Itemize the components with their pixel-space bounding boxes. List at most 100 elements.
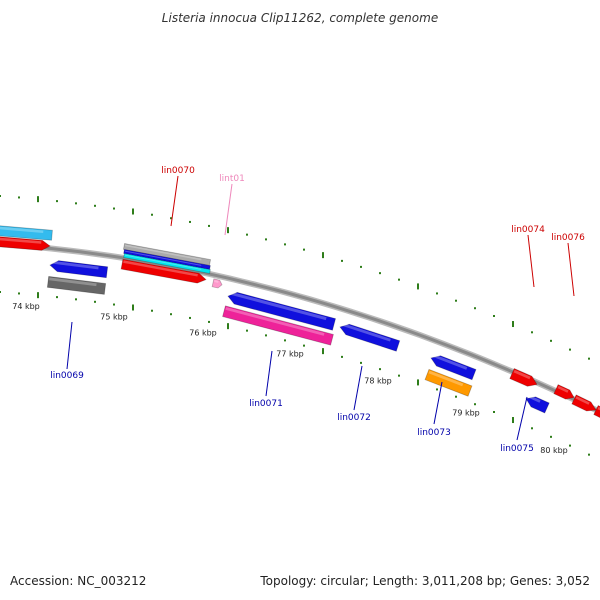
tick-mark-bottom xyxy=(436,388,438,391)
gene-label-leader xyxy=(170,175,179,227)
gene-label-leader xyxy=(567,242,575,297)
gene-lin0069-outline xyxy=(49,260,109,279)
gene-lin0075-fwd-shine xyxy=(557,385,569,393)
gene-lin0073-orange-outline xyxy=(424,368,473,397)
gene-lin0072-shine xyxy=(341,323,391,342)
gene-lin0068-cyan xyxy=(0,224,53,241)
gene-label: lin0076 xyxy=(551,233,585,243)
gene-label-leader xyxy=(353,365,363,411)
gene-lin0075-fwd xyxy=(553,384,575,400)
tick-mark-bottom xyxy=(56,296,58,299)
gene-lin0069-body xyxy=(49,260,108,278)
gene-lin0074-body xyxy=(509,368,538,387)
gene-lin0075 xyxy=(525,394,550,414)
tick-mark-bottom xyxy=(18,292,20,295)
tick-mark-top xyxy=(56,200,58,203)
gene-lin0068-cyan-outline xyxy=(0,224,53,241)
tick-mark-top xyxy=(512,321,514,328)
gene-lin0071 xyxy=(227,291,337,331)
tick-mark-bottom xyxy=(512,417,514,424)
gene-features xyxy=(0,224,600,419)
genome-summary-text: Topology: circular; Length: 3,011,208 bp… xyxy=(260,574,590,588)
gene-lin0076 xyxy=(571,394,597,412)
tick-mark-top xyxy=(436,292,438,295)
gene-lint01-shine xyxy=(214,280,219,283)
tick-mark-top xyxy=(94,204,96,207)
gene-lin0068-red-body xyxy=(0,235,51,251)
tick-mark-top xyxy=(417,283,419,290)
gene-labels: 74 kbp 75 kbp 76 kbp 77 kbp 78 kbp 79 kbp 80 k… xyxy=(12,166,585,455)
kbp-label: 78 kbp xyxy=(364,377,392,386)
gene-lin0070-blue-band-body xyxy=(123,249,211,270)
tick-mark-top xyxy=(303,248,305,251)
gene-lin0069-gray-outline xyxy=(46,275,107,295)
tick-mark-bottom xyxy=(360,361,362,364)
gene-lin0070-gray-band-body xyxy=(123,243,211,266)
kbp-label: 77 kbp xyxy=(276,350,304,359)
gene-lin0074-shine xyxy=(513,369,531,380)
gene-label-leader xyxy=(516,396,528,441)
tick-mark-bottom xyxy=(37,292,39,299)
gene-lin0073-orange-shine xyxy=(428,370,464,387)
tick-mark-top xyxy=(132,208,134,215)
backbone-line xyxy=(0,242,600,414)
tick-mark-bottom xyxy=(303,344,305,347)
gene-label: lin0072 xyxy=(337,413,371,423)
gene-lin0071-pink-body xyxy=(222,305,334,346)
gene-label: lin0075 xyxy=(500,444,534,454)
gene-lin0071-body xyxy=(227,292,336,331)
gene-lin0077-outline xyxy=(593,405,600,419)
gene-lin0077-shine xyxy=(597,406,600,412)
gene-lin0076-body xyxy=(571,394,596,412)
tick-mark-top xyxy=(0,195,1,197)
tick-mark-bottom xyxy=(94,300,96,303)
gene-lin0070-cyan-band-outline xyxy=(123,253,211,274)
kbp-label: 79 kbp xyxy=(452,409,480,418)
tick-mark-top xyxy=(227,227,229,234)
gene-lin0070-blue-band-shine xyxy=(124,250,202,266)
tick-mark-top xyxy=(208,224,210,227)
tick-mark-top xyxy=(284,243,286,246)
gene-label: lin0074 xyxy=(511,225,545,235)
tick-mark-bottom xyxy=(189,316,191,319)
tick-mark-top xyxy=(493,314,495,317)
gene-lin0070-body xyxy=(121,259,207,284)
tick-mark-top xyxy=(531,331,533,334)
tick-mark-top xyxy=(151,213,153,216)
gene-lin0068-red-shine xyxy=(0,237,42,244)
gene-label-leader xyxy=(433,381,443,425)
tick-mark-top xyxy=(455,299,457,302)
tick-mark-bottom xyxy=(398,374,400,377)
gene-lin0072 xyxy=(339,323,401,352)
accession-text: Accession: NC_003212 xyxy=(10,574,147,588)
gene-lin0068-cyan-body xyxy=(0,224,53,241)
gene-lin0073-orange-body xyxy=(425,369,472,397)
gene-label: lin0070 xyxy=(161,166,195,176)
tick-mark-bottom xyxy=(379,368,381,371)
gene-label: lin0071 xyxy=(249,399,283,409)
tick-mark-bottom xyxy=(170,313,172,316)
gene-lint01-body xyxy=(212,278,223,289)
tick-track xyxy=(0,195,590,456)
kbp-label: 80 kbp xyxy=(540,446,568,455)
tick-mark-bottom xyxy=(417,379,419,386)
tick-mark-bottom xyxy=(75,298,77,301)
kbp-label: 76 kbp xyxy=(189,329,217,338)
gene-lin0070-outline xyxy=(120,258,207,284)
tick-mark-bottom xyxy=(341,355,343,358)
tick-mark-bottom xyxy=(474,403,476,406)
gene-lin0075-shine xyxy=(527,394,541,403)
gene-lin0075-outline xyxy=(525,396,550,414)
gene-lin0076-shine xyxy=(575,396,590,405)
gene-lin0073 xyxy=(430,354,477,381)
gene-lin0071-pink-shine xyxy=(225,307,325,336)
gene-lin0070 xyxy=(120,258,207,284)
gene-label: lin0069 xyxy=(50,371,84,381)
gene-lin0072-outline xyxy=(339,323,401,352)
tick-mark-bottom xyxy=(322,348,324,355)
map-title: Listeria innocua Clip11262, complete gen… xyxy=(162,11,438,25)
gene-lin0075-fwd-outline xyxy=(553,384,575,400)
gene-lin0070-gray-band-shine xyxy=(125,244,202,261)
gene-lin0071-outline xyxy=(227,292,337,331)
